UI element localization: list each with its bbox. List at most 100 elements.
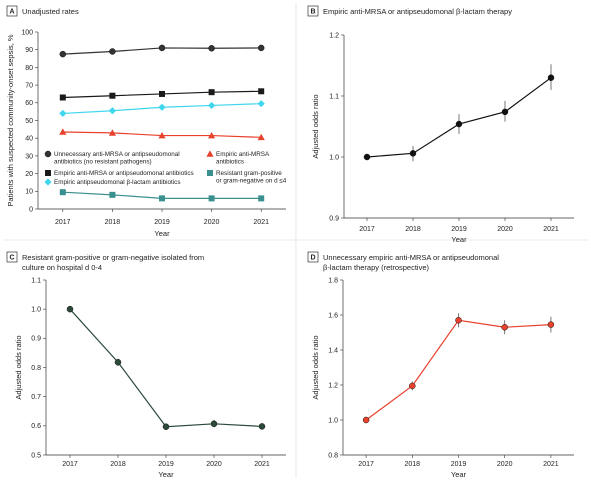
series-5 <box>59 189 265 202</box>
y-tick-label: 20 <box>25 171 33 178</box>
x-tick-label: 2018 <box>405 461 421 468</box>
x-tick-label: 2017 <box>62 461 78 468</box>
y-tick-label: 0.9 <box>329 215 339 222</box>
legend-marker <box>44 178 52 186</box>
data-point <box>257 100 265 108</box>
panel-letter: D <box>310 255 315 262</box>
data-point <box>109 191 116 198</box>
legend-label: antibiotics (no resistant pathogens) <box>54 159 152 166</box>
panel-c: C Resistant gram-positive or gram-negativ… <box>6 251 286 479</box>
legend-label: Resistant gram-positive <box>216 170 282 177</box>
y-tick-label: 1.1 <box>329 93 339 100</box>
data-point <box>547 321 555 328</box>
panel-letter: B <box>310 9 315 16</box>
y-tick-label: 0.8 <box>31 365 41 372</box>
y-tick-label: 1.1 <box>31 277 41 284</box>
data-point <box>501 324 508 331</box>
x-tick-label: 2018 <box>110 461 126 468</box>
legend-label: Empiric anti-MRSA <box>216 151 270 158</box>
data-point <box>363 153 371 161</box>
data-point <box>258 195 265 202</box>
data-point <box>455 317 462 324</box>
y-tick-label: 40 <box>25 136 33 143</box>
data-point <box>547 74 555 81</box>
data-point <box>162 423 170 430</box>
legend-label: Unnecessary anti-MRSA or antipseudomonal <box>54 151 180 158</box>
panel-title: Empiric anti-MRSA or antipseudomonal β-l… <box>323 7 512 16</box>
y-axis-title: Adjusted odds ratio <box>14 335 23 399</box>
y-tick-label: 80 <box>25 65 33 72</box>
y-tick-label: 0.5 <box>31 452 41 459</box>
panel-letter-box <box>6 251 18 263</box>
data-point <box>159 90 165 97</box>
x-axis-title: Year <box>154 229 170 238</box>
y-tick-label: 1.6 <box>328 312 338 319</box>
x-tick-label: 2017 <box>358 461 374 468</box>
data-point <box>257 44 265 52</box>
panel-letter: A <box>9 9 14 16</box>
series-3 <box>59 100 265 118</box>
y-tick-label: 1.0 <box>328 417 338 424</box>
x-tick-label: 2018 <box>105 219 121 226</box>
panel-letter: C <box>9 255 14 262</box>
x-tick-label: 2021 <box>543 461 559 468</box>
y-tick-label: 0.6 <box>31 423 41 430</box>
y-axis-title: Adjusted odds ratio <box>311 94 320 158</box>
data-point <box>362 416 370 424</box>
data-point <box>59 189 66 196</box>
panel-letter-box <box>307 5 319 17</box>
legend-item: Empiric antipseudomonal β-lactam antibio… <box>44 178 180 186</box>
x-tick-label: 2019 <box>158 461 174 468</box>
data-point <box>158 44 166 52</box>
x-axis-title: Year <box>158 470 174 479</box>
y-tick-label: 1.2 <box>329 32 339 39</box>
data-point <box>66 305 74 313</box>
legend-item: Unnecessary anti-MRSA or antipseudomonal… <box>44 150 180 166</box>
x-tick-label: 2019 <box>154 219 170 226</box>
panel-letter-box <box>6 5 18 17</box>
panel-a: A Unadjusted rates 0 10 20 30 40 50 60 70 80 90 100 2… <box>6 5 287 238</box>
data-point <box>208 45 215 52</box>
panel-title: Unnecessary empiric anti-MRSA or antipse… <box>323 253 499 262</box>
x-tick-label: 2017 <box>55 219 71 226</box>
panel-letter-box <box>307 251 319 263</box>
legend-marker <box>206 150 214 157</box>
data-point <box>109 92 116 99</box>
series-2 <box>59 88 265 101</box>
data-point <box>409 382 416 390</box>
panel-d: D Unnecessary empiric anti-MRSA or antips… <box>307 251 574 479</box>
legend-marker <box>45 170 51 176</box>
panel-b: B Empiric anti-MRSA or antipseudomonal β-… <box>307 5 574 244</box>
x-tick-label: 2020 <box>206 461 222 468</box>
y-tick-label: 60 <box>25 100 33 107</box>
series-1 <box>59 44 265 58</box>
data-point <box>208 89 215 96</box>
data-point <box>59 128 67 135</box>
data-point <box>258 423 266 430</box>
x-tick-label: 2019 <box>451 226 467 233</box>
legend-item: Empiric anti-MRSA or antipseudomonal ant… <box>45 170 194 177</box>
x-tick-label: 2021 <box>253 219 269 226</box>
y-tick-label: 0 <box>29 206 33 213</box>
y-tick-label: 1.0 <box>329 154 339 161</box>
x-tick-label: 2018 <box>405 226 421 233</box>
x-tick-label: 2020 <box>204 219 220 226</box>
y-tick-label: 1.2 <box>328 382 338 389</box>
series-1 <box>362 313 555 424</box>
y-tick-label: 0.9 <box>31 336 41 343</box>
x-tick-label: 2017 <box>359 226 375 233</box>
y-tick-label: 10 <box>25 189 33 196</box>
data-point <box>208 195 215 202</box>
legend-label: antibiotics <box>216 159 244 166</box>
x-tick-label: 2021 <box>543 226 559 233</box>
x-axis-title: Year <box>451 470 467 479</box>
x-tick-label: 2021 <box>254 461 270 468</box>
x-tick-label: 2019 <box>451 461 467 468</box>
legend-label: Empiric anti-MRSA or antipseudomonal ant… <box>54 170 194 177</box>
panel-title: Unadjusted rates <box>22 7 79 16</box>
data-point <box>108 129 116 136</box>
panel-title: culture on hospital d 0-4 <box>22 263 102 272</box>
